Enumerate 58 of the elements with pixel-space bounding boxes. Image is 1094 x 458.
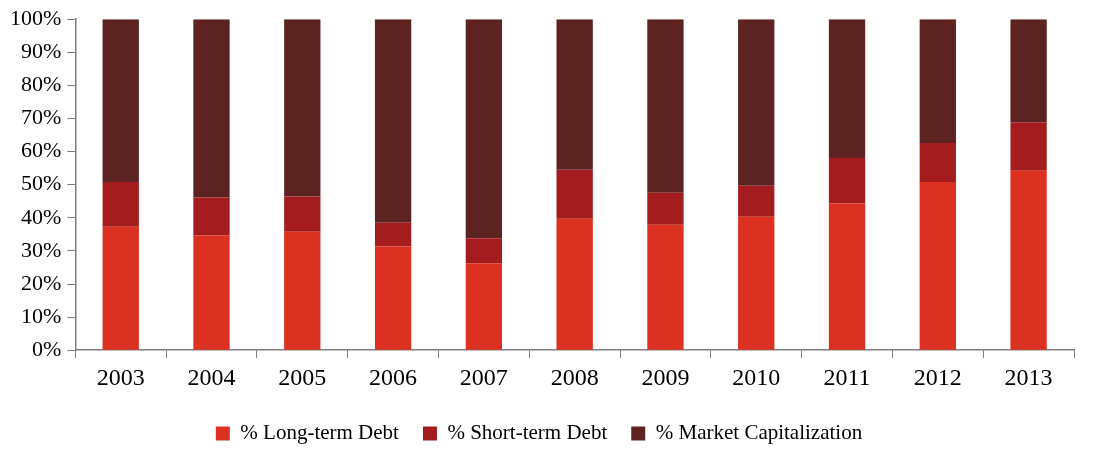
bar (738, 216, 775, 350)
bar (102, 19, 139, 183)
x-tick-label: 2007 (459, 363, 508, 390)
x-tick-label: 2005 (278, 363, 327, 390)
bar (284, 19, 321, 197)
bar (374, 19, 412, 223)
bar (284, 231, 321, 350)
y-tick-label: 70% (21, 104, 62, 130)
bar (647, 192, 684, 225)
bar (556, 19, 593, 170)
y-tick-label: 20% (21, 269, 62, 295)
legend-label: % Long-term Debt (240, 420, 400, 445)
bar (102, 226, 139, 350)
bar (465, 19, 503, 239)
bar (1010, 170, 1047, 350)
y-tick-label: 90% (21, 38, 62, 64)
bar (284, 196, 321, 232)
bar (1010, 19, 1047, 123)
bar (647, 19, 684, 193)
y-tick-label: 10% (21, 302, 62, 328)
y-tick-label: 30% (21, 236, 62, 262)
y-tick-label: 60% (21, 137, 62, 163)
bar (919, 19, 956, 143)
x-tick-label: 2012 (913, 363, 962, 390)
bar (193, 19, 230, 198)
bar (556, 218, 593, 350)
x-tick-label: 2013 (1004, 363, 1053, 390)
bar (465, 238, 503, 264)
bar (1010, 122, 1047, 171)
y-tick-label: 100% (10, 4, 62, 30)
bar (738, 185, 775, 217)
x-tick-label: 2010 (732, 363, 781, 390)
bar (556, 169, 593, 219)
y-tick-label: 50% (21, 170, 62, 196)
bar (828, 19, 866, 158)
x-tick-label: 2003 (96, 363, 145, 390)
bar (738, 19, 775, 186)
x-tick-label: 2004 (187, 363, 236, 390)
bar (828, 157, 866, 204)
x-tick-label: 2006 (369, 363, 418, 390)
bar (374, 246, 412, 350)
x-tick-label: 2011 (823, 363, 871, 390)
bar (919, 182, 956, 350)
bar (828, 203, 866, 350)
y-tick-label: 40% (21, 203, 62, 229)
x-tick-label: 2009 (641, 363, 690, 390)
bar (919, 142, 956, 183)
bar (374, 222, 412, 247)
bar (102, 182, 139, 227)
x-tick-label: 2008 (550, 363, 599, 390)
bar (193, 197, 230, 236)
bar (465, 263, 503, 350)
y-tick-label: 80% (21, 71, 62, 97)
legend-label: % Short-term Debt (447, 420, 608, 445)
bar (647, 224, 684, 350)
y-tick-label: 0% (32, 335, 62, 361)
legend-label: % Market Capitalization (655, 420, 863, 445)
bar (193, 235, 230, 350)
